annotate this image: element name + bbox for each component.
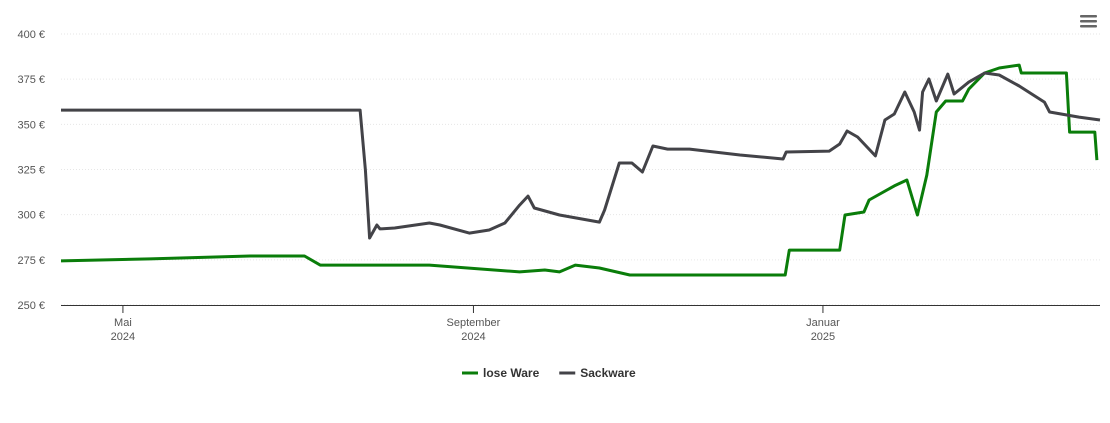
legend-item[interactable]: lose Ware [462,366,540,380]
x-tick-label: September 2024 [447,317,501,343]
legend-item[interactable]: Sackware [559,366,636,380]
legend: lose Ware Sackware [462,366,636,380]
y-tick-label: 275 € [17,255,45,267]
menu-bar [1080,20,1097,23]
menu-bar [1080,15,1097,18]
y-tick-label: 325 € [17,165,45,177]
series-line [61,71,1101,240]
series-line [60,63,1099,277]
menu-bar [1080,25,1097,28]
y-tick-label: 350 € [17,119,45,131]
y-tick-label: 375 € [17,74,45,86]
y-tick-label: 250 € [17,300,45,312]
x-tick-label: Mai 2024 [111,317,135,343]
legend-label: Sackware [580,366,636,380]
legend-label: lose Ware [483,366,540,380]
x-tick-label: Januar 2025 [806,317,840,343]
y-tick-label: 400 € [17,29,45,41]
y-tick-label: 300 € [17,210,45,222]
menu-button[interactable] [1080,15,1097,28]
